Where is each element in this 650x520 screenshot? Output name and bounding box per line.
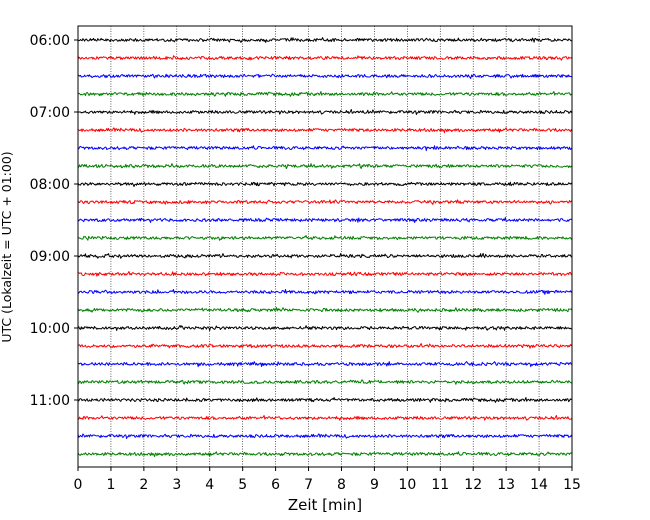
y-axis-ticks: 06:00 07:00 08:00 09:00 10:00 11:00 [30,33,78,409]
trace-row-7 [77,163,573,170]
trace-row-8 [77,181,573,187]
x-tick-label: 12 [464,477,482,493]
x-tick-label: 5 [238,477,247,493]
trace-row-2 [77,73,573,79]
x-tick-label: 9 [370,477,379,493]
x-tick-label: 11 [431,477,449,493]
trace-row-23 [77,451,573,458]
trace-row-12 [77,252,573,259]
x-tick-label: 15 [563,477,581,493]
x-tick-label: 10 [398,477,416,493]
trace-row-15 [77,307,573,313]
traces [77,37,573,458]
trace-row-4 [77,109,573,115]
trace-row-1 [77,55,573,61]
x-tick-label: 1 [106,477,115,493]
y-tick-label: 08:00 [30,177,70,193]
trace-row-20 [77,397,573,403]
x-axis-label: Zeit [min] [288,496,362,514]
trace-row-17 [77,343,573,349]
y-tick-label: 07:00 [30,105,70,121]
x-tick-label: 6 [271,477,280,493]
x-tick-label: 2 [139,477,148,493]
plot-frame [77,25,573,468]
trace-row-16 [78,325,572,331]
x-tick-label: 8 [337,477,346,493]
x-tick-label: 13 [497,477,515,493]
y-tick-label: 09:00 [30,249,70,265]
trace-row-3 [77,91,573,97]
trace-row-10 [77,217,573,223]
x-tick-label: 14 [530,477,548,493]
x-tick-label: 7 [304,477,313,493]
trace-row-13 [77,271,573,277]
x-axis-ticks: 0 1 2 3 4 5 6 7 8 9 10 11 12 13 14 15 [74,467,581,493]
trace-row-14 [77,289,573,295]
x-tick-label: 0 [74,477,83,493]
trace-row-18 [77,361,573,368]
y-tick-label: 11:00 [30,393,70,409]
x-tick-label: 4 [205,477,214,493]
grid-lines [110,26,540,467]
trace-row-11 [77,235,573,241]
trace-row-6 [77,145,573,152]
trace-row-19 [77,379,573,385]
x-tick-label: 3 [172,477,181,493]
y-tick-label: 06:00 [30,33,70,49]
trace-row-21 [77,415,573,421]
y-axis-label: UTC (Lokalzeit = UTC + 01:00) [0,151,14,342]
y-tick-label: 10:00 [30,321,70,337]
trace-row-9 [77,199,573,205]
trace-row-5 [77,127,573,134]
trace-row-22 [77,433,573,439]
trace-row-0 [77,37,573,43]
